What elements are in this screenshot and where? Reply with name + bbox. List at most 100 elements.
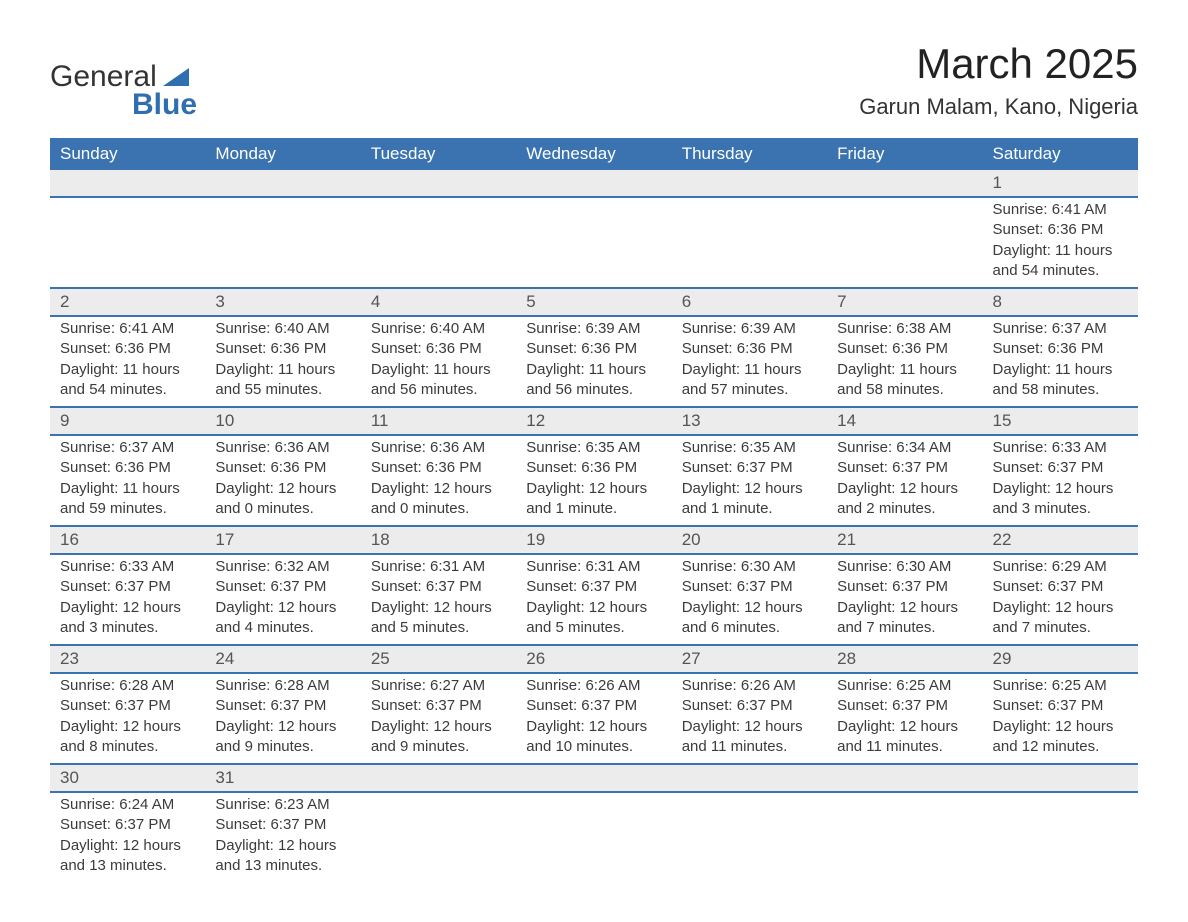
day-number-cell: 26: [516, 645, 671, 673]
day-number: 9: [60, 411, 69, 430]
day-d1: Daylight: 12 hours: [993, 479, 1128, 499]
weekday-header: Friday: [827, 138, 982, 170]
day-ss: Sunset: 6:36 PM: [682, 339, 817, 359]
day-sr: Sunrise: 6:30 AM: [837, 557, 972, 577]
day-detail-cell: Sunrise: 6:36 AMSunset: 6:36 PMDaylight:…: [205, 435, 360, 526]
weekday-header: Saturday: [983, 138, 1138, 170]
day-number-row: 30 31: [50, 764, 1138, 792]
day-detail-cell: [50, 197, 205, 288]
day-d1: Daylight: 11 hours: [526, 360, 661, 380]
day-ss: Sunset: 6:36 PM: [215, 458, 350, 478]
day-d2: and 6 minutes.: [682, 618, 817, 638]
day-d1: Daylight: 12 hours: [682, 717, 817, 737]
day-number: 19: [526, 530, 545, 549]
day-d2: and 9 minutes.: [215, 737, 350, 757]
day-number: 15: [993, 411, 1012, 430]
day-number-cell: 5: [516, 288, 671, 316]
header: General Blue March 2025 Garun Malam, Kan…: [50, 40, 1138, 122]
day-d1: Daylight: 12 hours: [526, 479, 661, 499]
day-detail-cell: Sunrise: 6:33 AMSunset: 6:37 PMDaylight:…: [983, 435, 1138, 526]
day-number-cell: 30: [50, 764, 205, 792]
day-detail-row: Sunrise: 6:41 AMSunset: 6:36 PMDaylight:…: [50, 197, 1138, 288]
day-detail-cell: Sunrise: 6:30 AMSunset: 6:37 PMDaylight:…: [827, 554, 982, 645]
day-detail-cell: Sunrise: 6:31 AMSunset: 6:37 PMDaylight:…: [516, 554, 671, 645]
day-number: 10: [215, 411, 234, 430]
day-number: 25: [371, 649, 390, 668]
day-d2: and 1 minute.: [526, 499, 661, 519]
day-number-cell: [50, 170, 205, 197]
day-number: 20: [682, 530, 701, 549]
day-number-cell: [983, 764, 1138, 792]
day-detail-cell: Sunrise: 6:35 AMSunset: 6:37 PMDaylight:…: [672, 435, 827, 526]
day-d2: and 56 minutes.: [526, 380, 661, 400]
day-detail-cell: Sunrise: 6:39 AMSunset: 6:36 PMDaylight:…: [516, 316, 671, 407]
day-number: 18: [371, 530, 390, 549]
day-number-cell: [361, 170, 516, 197]
day-d2: and 11 minutes.: [837, 737, 972, 757]
day-ss: Sunset: 6:37 PM: [60, 815, 195, 835]
day-detail-cell: Sunrise: 6:25 AMSunset: 6:37 PMDaylight:…: [983, 673, 1138, 764]
day-sr: Sunrise: 6:34 AM: [837, 438, 972, 458]
day-detail-cell: Sunrise: 6:35 AMSunset: 6:36 PMDaylight:…: [516, 435, 671, 526]
weekday-header: Tuesday: [361, 138, 516, 170]
day-ss: Sunset: 6:37 PM: [215, 696, 350, 716]
day-number-cell: 31: [205, 764, 360, 792]
day-number: 29: [993, 649, 1012, 668]
day-d1: Daylight: 12 hours: [837, 479, 972, 499]
day-number-cell: 23: [50, 645, 205, 673]
day-ss: Sunset: 6:36 PM: [837, 339, 972, 359]
day-detail-cell: Sunrise: 6:33 AMSunset: 6:37 PMDaylight:…: [50, 554, 205, 645]
day-d1: Daylight: 12 hours: [371, 717, 506, 737]
day-number-cell: 14: [827, 407, 982, 435]
day-number-cell: 15: [983, 407, 1138, 435]
day-sr: Sunrise: 6:35 AM: [682, 438, 817, 458]
day-number: 3: [215, 292, 224, 311]
day-detail-cell: Sunrise: 6:28 AMSunset: 6:37 PMDaylight:…: [50, 673, 205, 764]
day-d2: and 57 minutes.: [682, 380, 817, 400]
day-detail-cell: Sunrise: 6:24 AMSunset: 6:37 PMDaylight:…: [50, 792, 205, 882]
day-ss: Sunset: 6:37 PM: [993, 577, 1128, 597]
day-number-cell: 1: [983, 170, 1138, 197]
day-number-row: 1: [50, 170, 1138, 197]
day-sr: Sunrise: 6:33 AM: [60, 557, 195, 577]
day-ss: Sunset: 6:37 PM: [993, 458, 1128, 478]
day-number-cell: 4: [361, 288, 516, 316]
day-sr: Sunrise: 6:33 AM: [993, 438, 1128, 458]
day-ss: Sunset: 6:37 PM: [682, 696, 817, 716]
day-number-row: 16171819202122: [50, 526, 1138, 554]
day-number: 1: [993, 173, 1002, 192]
day-d2: and 7 minutes.: [993, 618, 1128, 638]
day-sr: Sunrise: 6:38 AM: [837, 319, 972, 339]
day-d2: and 0 minutes.: [371, 499, 506, 519]
day-number-cell: 2: [50, 288, 205, 316]
day-sr: Sunrise: 6:29 AM: [993, 557, 1128, 577]
day-number-cell: 17: [205, 526, 360, 554]
day-ss: Sunset: 6:36 PM: [60, 458, 195, 478]
day-d1: Daylight: 11 hours: [215, 360, 350, 380]
day-d2: and 55 minutes.: [215, 380, 350, 400]
day-number-cell: 22: [983, 526, 1138, 554]
day-ss: Sunset: 6:36 PM: [371, 339, 506, 359]
day-d2: and 11 minutes.: [682, 737, 817, 757]
day-number-cell: 3: [205, 288, 360, 316]
day-d2: and 58 minutes.: [837, 380, 972, 400]
day-detail-cell: [516, 792, 671, 882]
day-sr: Sunrise: 6:25 AM: [993, 676, 1128, 696]
day-detail-cell: Sunrise: 6:28 AMSunset: 6:37 PMDaylight:…: [205, 673, 360, 764]
day-ss: Sunset: 6:37 PM: [215, 815, 350, 835]
day-number-cell: [672, 170, 827, 197]
day-sr: Sunrise: 6:39 AM: [526, 319, 661, 339]
day-number-cell: [205, 170, 360, 197]
logo-text-blue: Blue: [132, 88, 197, 122]
day-d1: Daylight: 12 hours: [837, 717, 972, 737]
day-detail-cell: Sunrise: 6:31 AMSunset: 6:37 PMDaylight:…: [361, 554, 516, 645]
day-ss: Sunset: 6:36 PM: [215, 339, 350, 359]
day-number: 12: [526, 411, 545, 430]
day-d2: and 5 minutes.: [526, 618, 661, 638]
day-number: 31: [215, 768, 234, 787]
day-sr: Sunrise: 6:32 AM: [215, 557, 350, 577]
day-number-cell: 8: [983, 288, 1138, 316]
day-d2: and 2 minutes.: [837, 499, 972, 519]
day-detail-cell: Sunrise: 6:30 AMSunset: 6:37 PMDaylight:…: [672, 554, 827, 645]
day-detail-cell: [672, 197, 827, 288]
